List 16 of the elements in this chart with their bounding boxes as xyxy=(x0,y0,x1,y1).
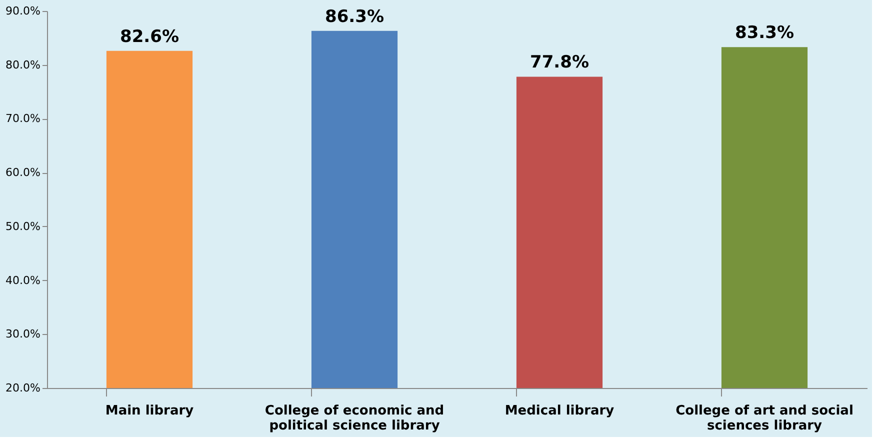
x-tick-label: College of art and social sciences library xyxy=(676,404,854,434)
y-tick-label: 70.0% xyxy=(6,112,40,126)
y-tick-label: 30.0% xyxy=(6,328,40,341)
x-tick-label: Medical library xyxy=(504,404,615,418)
y-tick-label: 40.0% xyxy=(6,274,40,287)
x-tick-label: Main library xyxy=(105,404,194,418)
data-label: 86.3% xyxy=(325,6,384,27)
y-tick-label: 50.0% xyxy=(6,220,40,233)
data-label: 83.3% xyxy=(735,23,794,44)
x-tick-label: College of economic and political science library xyxy=(264,404,444,434)
y-tick-label: 80.0% xyxy=(6,58,40,72)
y-tick-label: 20.0% xyxy=(6,382,40,394)
y-tick-label: 90.0% xyxy=(6,4,40,18)
y-tick-label: 60.0% xyxy=(6,166,40,180)
data-label: 77.8% xyxy=(530,52,589,73)
data-label: 82.6% xyxy=(120,26,179,47)
